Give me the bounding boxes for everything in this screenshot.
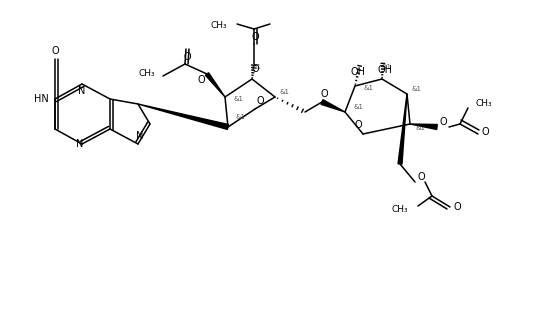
Text: &1: &1 <box>280 89 290 95</box>
Text: &1: &1 <box>382 64 392 70</box>
Polygon shape <box>321 100 345 112</box>
Text: O: O <box>251 64 259 74</box>
Text: O: O <box>197 75 205 85</box>
Text: OH: OH <box>351 67 366 77</box>
Text: O: O <box>417 172 425 182</box>
Text: O: O <box>256 96 264 106</box>
Text: O: O <box>453 202 461 212</box>
Text: O: O <box>439 117 447 127</box>
Text: O: O <box>320 89 328 99</box>
Text: CH₃: CH₃ <box>391 205 408 214</box>
Text: CH₃: CH₃ <box>476 99 492 108</box>
Polygon shape <box>138 104 229 129</box>
Text: &1: &1 <box>412 86 422 92</box>
Text: HN: HN <box>34 94 48 104</box>
Polygon shape <box>206 73 225 97</box>
Text: O: O <box>251 32 259 42</box>
Text: CH₃: CH₃ <box>211 21 227 30</box>
Text: N: N <box>76 139 84 149</box>
Text: O: O <box>481 127 489 137</box>
Text: O: O <box>354 120 362 130</box>
Polygon shape <box>410 124 437 130</box>
Polygon shape <box>398 94 407 164</box>
Text: CH₃: CH₃ <box>139 69 155 78</box>
Text: N: N <box>136 131 144 141</box>
Text: OH: OH <box>378 65 393 75</box>
Text: O: O <box>51 46 59 56</box>
Text: &1: &1 <box>234 96 244 102</box>
Text: &1: &1 <box>235 114 245 120</box>
Text: &1: &1 <box>354 104 364 110</box>
Text: &1: &1 <box>364 85 374 91</box>
Text: N: N <box>78 86 86 96</box>
Text: &1: &1 <box>415 125 425 131</box>
Text: &1: &1 <box>252 64 262 70</box>
Text: O: O <box>183 52 191 62</box>
